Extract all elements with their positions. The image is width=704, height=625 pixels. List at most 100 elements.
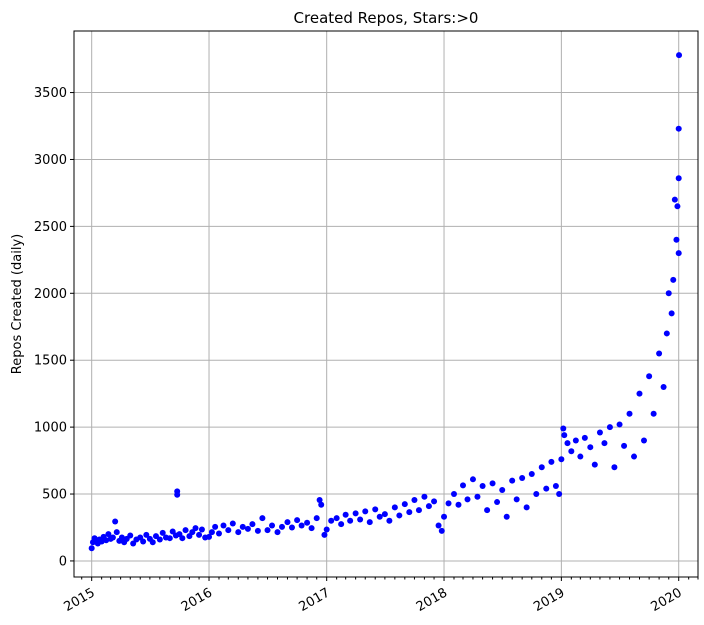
data-point <box>208 529 215 536</box>
data-point <box>321 531 328 538</box>
data-point <box>149 539 156 546</box>
y-tick-label: 3500 <box>34 86 67 101</box>
data-point <box>304 519 311 526</box>
data-point <box>220 522 227 529</box>
data-point <box>523 504 530 511</box>
data-points <box>88 52 683 552</box>
data-point <box>596 429 603 436</box>
y-tick-label: 3000 <box>34 153 67 168</box>
data-point <box>179 535 186 542</box>
data-point <box>438 527 445 534</box>
y-tick-label: 1000 <box>34 421 67 436</box>
data-point <box>198 526 205 533</box>
data-point <box>670 276 677 283</box>
data-point <box>469 476 476 483</box>
data-point <box>225 527 232 534</box>
data-point <box>323 526 330 533</box>
data-point <box>675 175 682 182</box>
data-point <box>591 461 598 468</box>
data-point <box>548 458 555 465</box>
data-point <box>229 520 236 527</box>
data-point <box>587 444 594 451</box>
data-point <box>143 531 150 538</box>
data-point <box>556 491 563 498</box>
data-point <box>298 522 305 529</box>
data-point <box>140 538 147 545</box>
data-point <box>376 513 383 520</box>
data-point <box>362 508 369 515</box>
data-point <box>509 477 516 484</box>
data-point <box>663 330 670 337</box>
data-point <box>560 425 567 432</box>
data-point <box>538 464 545 471</box>
data-point <box>308 525 315 532</box>
data-point <box>435 522 442 529</box>
data-point <box>484 507 491 514</box>
data-point <box>636 390 643 397</box>
data-point <box>513 496 520 503</box>
data-point <box>494 499 501 506</box>
data-point <box>118 534 125 541</box>
data-point <box>425 503 432 510</box>
data-point <box>288 524 295 531</box>
y-tick-label: 2500 <box>34 220 67 235</box>
x-tick-label: 2017 <box>297 585 333 615</box>
data-point <box>279 523 285 530</box>
data-point <box>269 522 276 529</box>
data-point <box>431 498 438 505</box>
data-point <box>174 491 181 498</box>
data-point <box>528 470 535 477</box>
data-point <box>674 203 681 210</box>
data-point <box>626 410 633 417</box>
x-tick-label: 2018 <box>414 585 450 615</box>
data-point <box>159 529 166 536</box>
data-point <box>391 504 398 511</box>
x-axis: 2015 2016 2017 2018 2019 2020 <box>62 577 699 615</box>
y-axis-label: Repos Created (daily) <box>10 234 25 374</box>
data-point <box>109 534 116 541</box>
data-point <box>189 529 196 536</box>
data-point <box>564 440 571 447</box>
data-point <box>406 509 413 516</box>
x-tick-label: 2019 <box>531 585 567 615</box>
data-point <box>239 523 246 530</box>
data-point <box>156 536 163 543</box>
data-point <box>342 511 349 518</box>
data-point <box>127 532 134 539</box>
data-point <box>445 500 452 507</box>
data-point <box>665 290 672 297</box>
data-point <box>415 507 422 514</box>
data-point <box>601 440 608 447</box>
data-point <box>676 52 683 59</box>
data-point <box>640 437 647 444</box>
data-point <box>249 521 256 528</box>
data-point <box>668 310 675 317</box>
data-point <box>396 512 403 519</box>
data-point <box>533 491 540 498</box>
data-point <box>581 434 588 441</box>
data-point <box>572 437 579 444</box>
data-point <box>105 531 112 538</box>
data-point <box>656 350 663 357</box>
data-point <box>503 513 510 520</box>
data-point <box>561 432 568 439</box>
data-point <box>646 373 653 380</box>
data-point <box>386 517 393 524</box>
y-tick-label: 500 <box>42 488 67 503</box>
x-tick-label: 2016 <box>179 585 215 615</box>
data-point <box>464 496 471 503</box>
data-point <box>543 485 550 492</box>
data-point <box>372 506 379 513</box>
grid <box>74 31 698 577</box>
data-point <box>352 510 359 517</box>
data-point <box>650 410 657 417</box>
y-axis: 0 500 1000 1500 2000 2500 3000 3500 <box>34 86 74 569</box>
data-point <box>450 491 457 498</box>
data-point <box>366 519 373 526</box>
data-point <box>192 525 199 532</box>
data-point <box>130 540 137 547</box>
data-point <box>577 453 584 460</box>
data-point <box>460 482 466 489</box>
data-point <box>673 236 680 243</box>
